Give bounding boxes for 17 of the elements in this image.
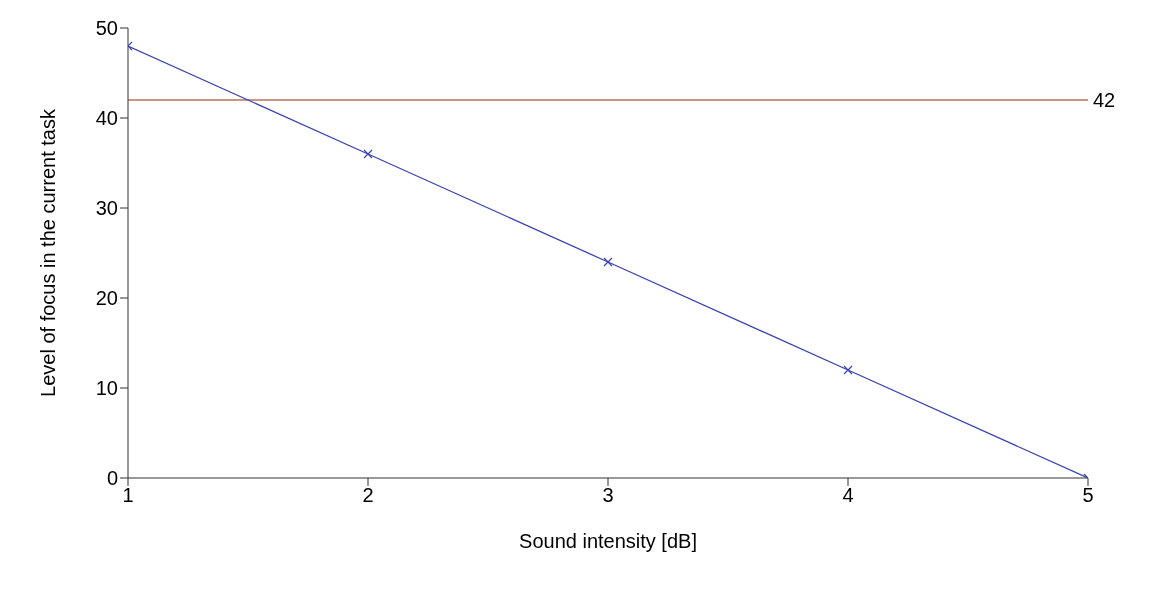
y-tick-label: 40 xyxy=(95,107,118,130)
x-tick-label: 1 xyxy=(122,484,134,507)
ref-line-label: 42 xyxy=(1093,89,1116,112)
y-tick-label: 0 xyxy=(106,467,118,490)
x-tick-label: 3 xyxy=(602,484,614,507)
x-tick-label: 2 xyxy=(362,484,374,507)
x-tick-label: 4 xyxy=(842,484,854,507)
y-tick-label: 10 xyxy=(95,377,118,400)
point xyxy=(603,257,613,267)
y-axis-title: Level of focus in the current task xyxy=(37,108,60,397)
point xyxy=(363,149,373,159)
x-tick-label: 5 xyxy=(1082,484,1094,507)
y-tick-label: 30 xyxy=(95,197,118,220)
point xyxy=(843,365,853,375)
y-tick-label: 50 xyxy=(95,17,118,40)
y-tick-label: 20 xyxy=(95,287,118,310)
x-axis-title: Sound intensity [dB] xyxy=(519,530,697,552)
